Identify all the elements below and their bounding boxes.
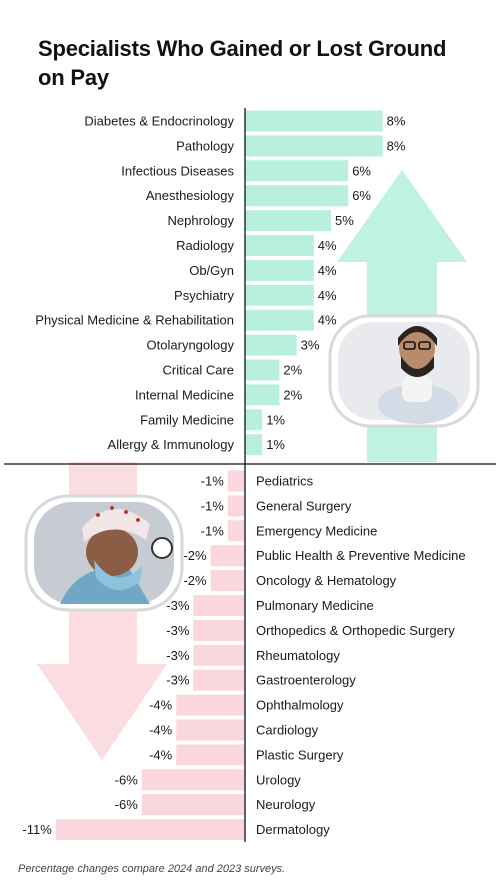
- bar-gain-8: [245, 309, 314, 331]
- bar-loss-2: [227, 520, 245, 542]
- bar-loss-6: [193, 619, 245, 641]
- category-label: Internal Medicine: [135, 387, 234, 402]
- category-label: Critical Care: [162, 363, 234, 378]
- bar-loss-13: [141, 794, 245, 816]
- bar-gain-10: [245, 359, 280, 381]
- data-label: -11%: [22, 822, 52, 837]
- gain-bars: Diabetes & Endocrinology 8% Pathology 8% Inf…: [35, 110, 406, 456]
- bar-gain-2: [245, 160, 349, 182]
- data-label: -1%: [201, 474, 225, 489]
- category-label: Nephrology: [168, 213, 235, 228]
- category-label: Emergency Medicine: [256, 523, 377, 538]
- category-label: Anesthesiology: [146, 188, 235, 203]
- category-label: Gastroenterology: [256, 673, 356, 688]
- category-label: Infectious Diseases: [121, 163, 234, 178]
- data-label: 6%: [352, 188, 371, 203]
- category-label: Psychiatry: [174, 288, 234, 303]
- category-label: Family Medicine: [140, 412, 234, 427]
- bar-gain-1: [245, 135, 383, 157]
- data-label: -2%: [183, 573, 207, 588]
- data-label: 1%: [266, 437, 285, 452]
- category-label: Oncology & Hematology: [256, 573, 397, 588]
- bar-gain-3: [245, 185, 349, 207]
- data-label: 3%: [301, 338, 320, 353]
- data-label: 2%: [283, 363, 302, 378]
- data-label: -4%: [149, 698, 173, 713]
- bar-loss-12: [141, 769, 245, 791]
- data-label: 8%: [387, 138, 406, 153]
- data-label: -1%: [201, 523, 225, 538]
- data-label: -3%: [166, 623, 190, 638]
- bar-loss-7: [193, 644, 245, 666]
- bar-loss-4: [210, 570, 245, 592]
- data-label: 4%: [318, 263, 337, 278]
- category-label: General Surgery: [256, 498, 352, 513]
- data-label: 8%: [387, 114, 406, 129]
- bar-gain-11: [245, 384, 280, 406]
- bar-gain-5: [245, 235, 314, 256]
- category-label: Ob/Gyn: [189, 263, 234, 278]
- category-label: Orthopedics & Orthopedic Surgery: [256, 623, 455, 638]
- category-label: Dermatology: [256, 822, 330, 837]
- bar-loss-10: [176, 719, 245, 741]
- data-label: 4%: [318, 313, 337, 328]
- data-label: -3%: [166, 673, 190, 688]
- category-label: Plastic Surgery: [256, 747, 344, 762]
- data-label: -4%: [149, 723, 173, 738]
- category-label: Radiology: [176, 238, 234, 253]
- bar-loss-9: [176, 694, 245, 716]
- data-label: 2%: [283, 387, 302, 402]
- data-label: -4%: [149, 747, 173, 762]
- data-label: -6%: [115, 772, 139, 787]
- bar-loss-11: [176, 744, 245, 766]
- bar-gain-12: [245, 409, 263, 431]
- data-label: 4%: [318, 288, 337, 303]
- bar-gain-7: [245, 284, 314, 306]
- loss-bars: Pediatrics -1% General Surgery -1% Emergency…: [22, 470, 466, 841]
- data-label: 4%: [318, 238, 337, 253]
- bar-loss-8: [193, 669, 245, 691]
- bar-gain-0: [245, 110, 383, 132]
- category-label: Allergy & Immunology: [108, 437, 235, 452]
- data-label: -2%: [183, 548, 207, 563]
- data-label: -1%: [201, 498, 225, 513]
- category-label: Pathology: [176, 138, 234, 153]
- category-label: Neurology: [256, 797, 316, 812]
- bar-gain-4: [245, 210, 331, 232]
- bar-loss-0: [227, 470, 245, 492]
- male-doctor-photo: [328, 314, 480, 428]
- surgeon-photo: [24, 494, 184, 612]
- footnote: Percentage changes compare 2024 and 2023…: [18, 863, 286, 875]
- category-label: Ophthalmology: [256, 698, 344, 713]
- category-label: Pulmonary Medicine: [256, 598, 374, 613]
- data-label: 6%: [352, 163, 371, 178]
- data-label: -6%: [115, 797, 139, 812]
- category-label: Urology: [256, 772, 301, 787]
- bar-loss-1: [227, 495, 245, 517]
- bar-gain-13: [245, 434, 263, 456]
- category-label: Pediatrics: [256, 474, 314, 489]
- category-label: Rheumatology: [256, 648, 340, 663]
- bar-loss-14: [55, 819, 245, 841]
- data-label: -3%: [166, 648, 190, 663]
- bar-loss-3: [210, 545, 245, 567]
- category-label: Cardiology: [256, 723, 319, 738]
- bar-loss-5: [193, 595, 245, 616]
- category-label: Otolaryngology: [147, 338, 235, 353]
- data-label: 1%: [266, 412, 285, 427]
- category-label: Physical Medicine & Rehabilitation: [35, 313, 234, 328]
- chart-title: Specialists Who Gained or Lost Ground on…: [38, 36, 447, 90]
- category-label: Diabetes & Endocrinology: [84, 114, 234, 129]
- bar-gain-9: [245, 334, 297, 356]
- category-label: Public Health & Preventive Medicine: [256, 548, 466, 563]
- bar-gain-6: [245, 259, 314, 281]
- data-label: -3%: [166, 598, 190, 613]
- data-label: 5%: [335, 213, 354, 228]
